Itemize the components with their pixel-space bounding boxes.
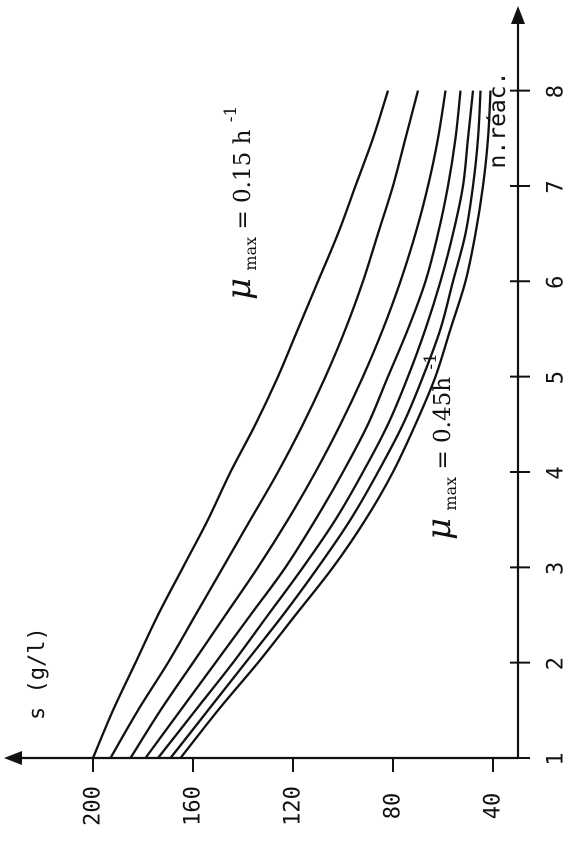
x-tick-label-1: 1 xyxy=(544,752,569,765)
x-tick-label-3: 3 xyxy=(544,562,569,575)
y-tick-label-80: 80 xyxy=(381,793,406,820)
x-axis-arrow xyxy=(511,6,525,24)
annotation-2-sup: -1 xyxy=(421,353,441,370)
plot-area: 1 2 3 4 5 6 7 8 40 80 120 160 200 xyxy=(4,6,569,826)
series-line-4 xyxy=(144,90,462,759)
x-tick-label-6: 6 xyxy=(544,276,569,289)
series-line-2 xyxy=(109,90,420,759)
x-tick-label-2: 2 xyxy=(544,657,569,670)
annotation-2-sub: max xyxy=(441,477,460,511)
series-line-1 xyxy=(91,90,390,759)
series-line-6 xyxy=(169,90,482,759)
annotation-1-text: = 0.15 h xyxy=(230,129,256,229)
annotation-1-mu: μ xyxy=(219,278,259,300)
annotation-1-sub: max xyxy=(241,237,260,271)
y-axis-arrow xyxy=(4,751,22,765)
y-tick-label-160: 160 xyxy=(181,786,206,826)
y-axis-label: s (g/l) xyxy=(25,627,50,720)
y-tick-label-120: 120 xyxy=(281,786,306,826)
x-axis-label: n.réac. xyxy=(485,72,511,169)
x-tick-label-7: 7 xyxy=(544,180,569,193)
y-tick-label-40: 40 xyxy=(481,793,506,820)
series-line-3 xyxy=(129,90,447,759)
x-tick-label-5: 5 xyxy=(544,371,569,384)
series-line-5 xyxy=(157,90,475,759)
annotation-mu-max-0-15: μ max = 0.15 h -1 xyxy=(219,106,262,300)
series-line-7 xyxy=(179,90,492,759)
annotation-1-sup: -1 xyxy=(221,106,241,123)
y-tick-label-200: 200 xyxy=(81,786,106,826)
annotation-2-mu: μ xyxy=(419,518,459,540)
x-tick-label-8: 8 xyxy=(544,85,569,98)
annotation-mu-max-0-45: μ max = 0.45h -1 xyxy=(419,353,462,540)
annotation-2-text: = 0.45h xyxy=(430,377,456,470)
x-tick-label-4: 4 xyxy=(544,466,569,479)
